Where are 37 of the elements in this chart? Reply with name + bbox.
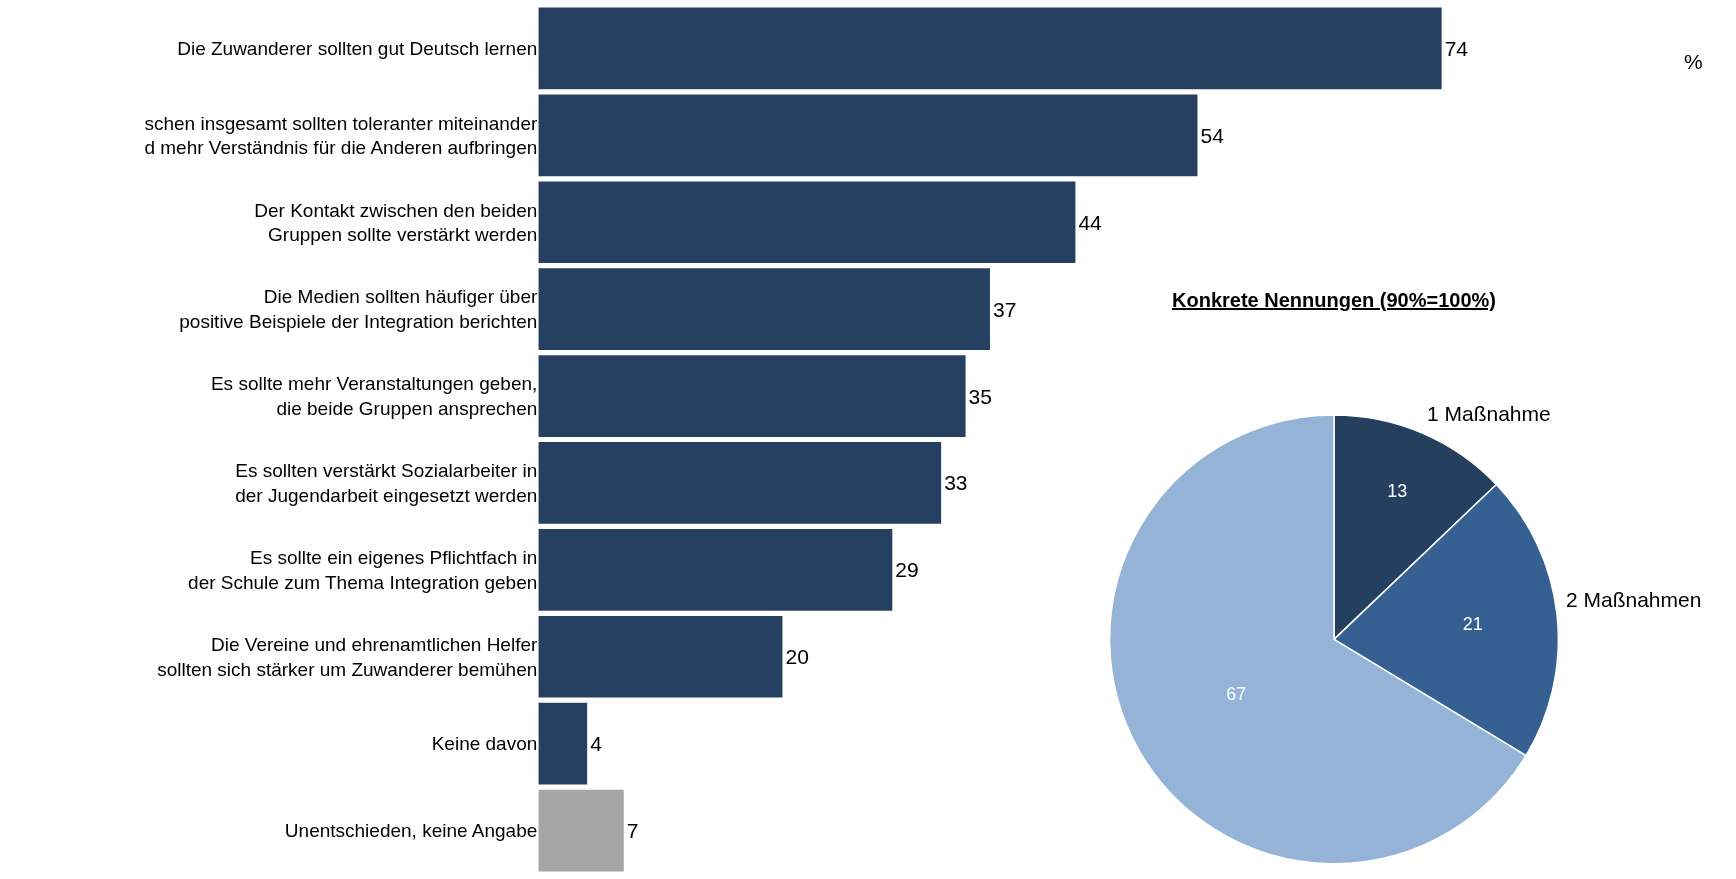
bar <box>538 615 783 698</box>
data-label: 7 <box>626 819 639 843</box>
data-label: 33 <box>944 471 968 495</box>
y-tick-label: Die Medien sollten häufiger über positive Beispiele der Integration berichten <box>179 286 538 333</box>
y-tick-label: Der Kontakt zwischen den beiden Gruppen sollte verstärkt werden <box>254 199 538 246</box>
data-label: 44 <box>1078 210 1103 234</box>
bar <box>538 94 1198 177</box>
y-tick-label: Es sollten verstärkt Sozialarbeiter in der Jugendarbeit eingesetzt werden <box>235 460 538 506</box>
bar <box>538 702 588 785</box>
slice-label: 2 Maßnahmen <box>1566 588 1702 611</box>
data-label: 21 <box>1462 614 1483 635</box>
text: % <box>1684 50 1703 73</box>
y-tick-label: Die Zuwanderer sollten gut Deutsch lernen <box>177 38 538 60</box>
data-label: 37 <box>992 297 1017 321</box>
bar <box>538 442 942 524</box>
bar <box>538 268 990 350</box>
data-label: 67 <box>1226 684 1247 705</box>
y-tick-label: Unentschieden, keine Angabe <box>284 820 538 842</box>
data-label: 13 <box>1387 481 1408 502</box>
bar <box>538 529 893 611</box>
data-label: 74 <box>1444 36 1469 60</box>
bar <box>538 789 624 872</box>
data-label: 29 <box>895 558 919 582</box>
slice-label: 1 Maßnahme <box>1427 402 1551 425</box>
bar <box>538 181 1076 264</box>
bar <box>538 355 966 437</box>
y-tick-label: Es sollte ein eigenes Pflichtfach in der Schule zum Thema Integration geben <box>188 547 538 593</box>
data-label: 35 <box>968 384 992 408</box>
bar <box>538 7 1442 90</box>
y-tick-label: Keine davon <box>431 733 538 755</box>
data-label: 54 <box>1200 123 1225 147</box>
y-tick-label: Die Vereine und ehrenamtlichen Helfer sollten sich stärker um Zuwanderer bemühen <box>157 634 539 680</box>
data-label: 4 <box>590 732 603 756</box>
y-tick-label: Es sollte mehr Veranstaltungen geben, die beide Gruppen ansprechen <box>210 373 538 420</box>
chart-title: Konkrete Nennungen (90%=100%) <box>1172 289 1496 311</box>
data-label: 20 <box>785 645 809 669</box>
y-tick-label: schen insgesamt sollten toleranter miteinander d mehr Verständnis für die Anderen aufbringen <box>144 112 538 159</box>
